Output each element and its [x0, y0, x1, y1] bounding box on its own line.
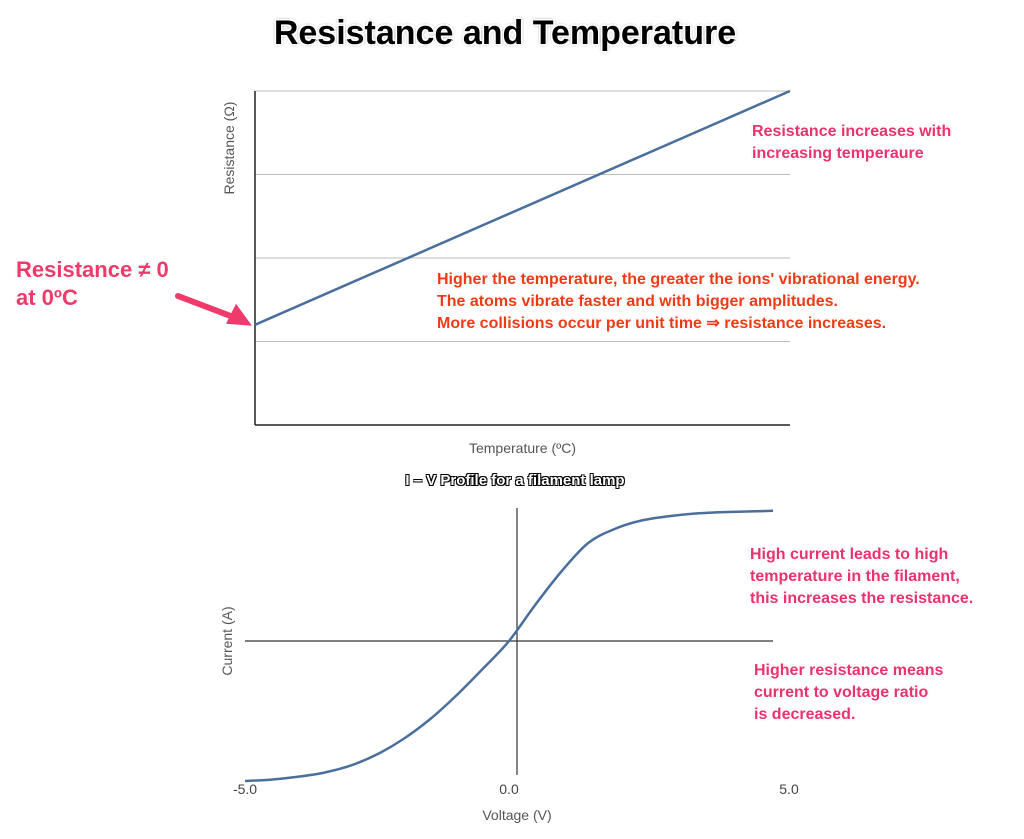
resistance-line — [254, 89, 791, 326]
annotation-resistance-not-zero: Resistance ≠ 0 at 0ºC — [16, 257, 169, 310]
iv-curve — [244, 509, 774, 783]
x-tick-label: 0.0 — [499, 781, 519, 797]
annotation-higher-resistance: Higher resistance means current to volta… — [754, 662, 944, 723]
x-tick-label: 5.0 — [779, 781, 799, 797]
page-title: Resistance and Temperature — [273, 14, 737, 52]
arrow-shaft — [175, 293, 241, 322]
y-axis-label: Resistance (Ω) — [221, 102, 237, 195]
x-tick-label: -5.0 — [233, 781, 257, 797]
y-axis-label: Current (A) — [219, 606, 235, 675]
annotation-high-current: High current leads to high temperature i… — [750, 546, 974, 607]
annotation-resistance-increases: Resistance increases with increasing tem… — [752, 123, 952, 162]
x-axis-label: Temperature (ºC) — [469, 440, 576, 456]
arrow-head — [226, 303, 252, 326]
annotation-ion-vibration: Higher the temperature, the greater the … — [437, 271, 920, 332]
x-axis-label: Voltage (V) — [482, 807, 551, 823]
iv-chart-title: I – V Profile for a filament lamp — [405, 472, 625, 489]
